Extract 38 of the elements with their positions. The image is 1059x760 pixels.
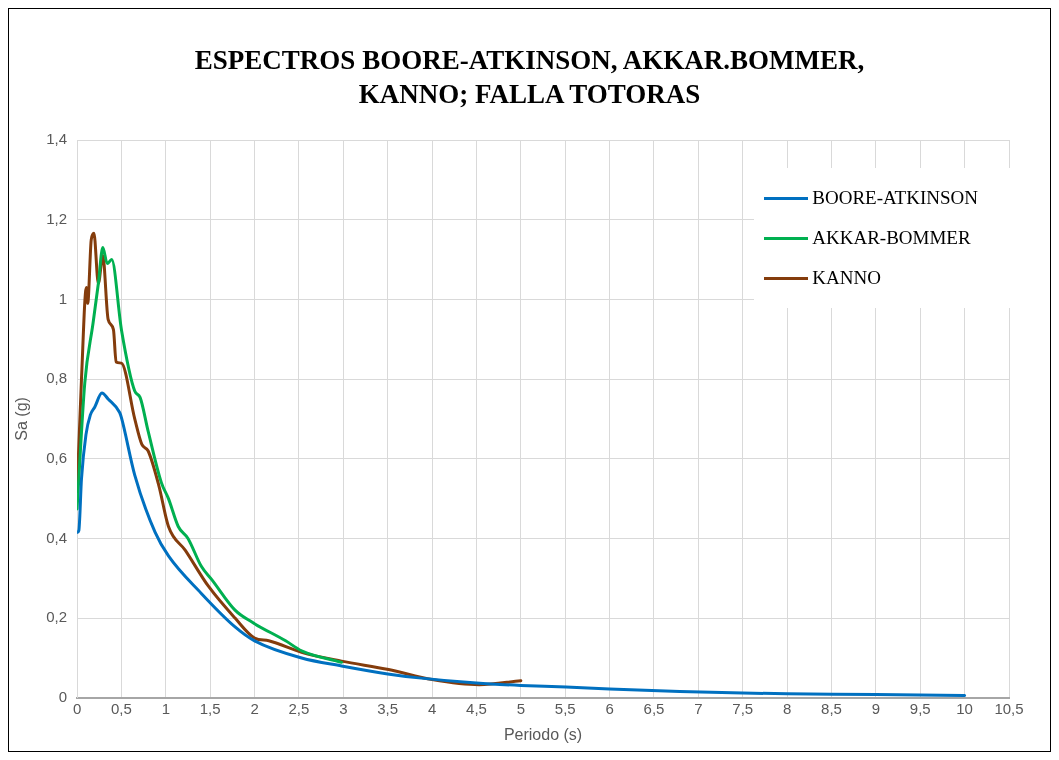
y-tick-label: 0,6 [46, 448, 68, 466]
y-axis-title: Sa (g) [13, 397, 31, 441]
legend-label: BOORE-ATKINSON [812, 187, 978, 209]
x-tick-label: 10 [956, 699, 973, 717]
x-axis-title: Periodo (s) [503, 725, 583, 743]
x-tick-label: 6 [605, 699, 614, 717]
x-tick-label: 1,5 [199, 699, 221, 717]
x-tick-label: 9,5 [909, 699, 931, 717]
line-series [77, 391, 967, 697]
x-tick-label: 8,5 [821, 699, 842, 717]
x-tick-label: 4,5 [466, 699, 487, 717]
y-tick-label: 0,2 [46, 608, 68, 626]
x-tick-label: 4 [427, 699, 437, 717]
x-tick-label: 0 [72, 699, 82, 717]
y-tick-label: 1 [58, 289, 68, 307]
y-tick-label: 0,8 [46, 369, 68, 387]
x-tick-label: 9 [871, 699, 881, 717]
x-tick-label: 7 [694, 699, 703, 717]
chart-title: ESPECTROS BOORE-ATKINSON, AKKAR.BOMMER, KANNO; FALLA TOTORAS [193, 44, 866, 111]
x-tick-label: 6,5 [643, 699, 665, 717]
x-tick-label: 3 [339, 699, 348, 717]
x-tick-label: 7,5 [732, 699, 754, 717]
y-tick-label: 1,2 [46, 209, 68, 227]
x-tick-label: 3,5 [377, 699, 399, 717]
legend-label: AKKAR-BOMMER [812, 227, 971, 249]
x-tick-label: 8 [782, 699, 792, 717]
line-series [77, 246, 344, 664]
y-tick-label: 0,4 [46, 528, 68, 546]
x-tick-label: 0,5 [111, 699, 132, 717]
x-tick-label: 5,5 [554, 699, 576, 717]
x-tick-label: 1 [161, 699, 170, 717]
x-tick-label: 2 [250, 699, 259, 717]
x-tick-label: 5 [516, 699, 526, 717]
y-tick-label: 1,4 [46, 130, 68, 148]
x-tick-label: 2,5 [288, 699, 310, 717]
legend-label: KANNO [812, 267, 881, 289]
x-tick-label: 10,5 [994, 699, 1024, 717]
y-tick-label: 0 [58, 687, 68, 705]
